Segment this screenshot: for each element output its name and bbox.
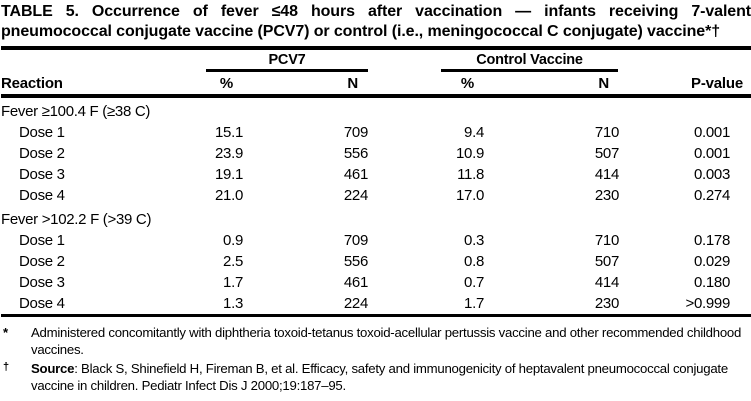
control-n-value: 507 (594, 253, 619, 270)
pcv7-n-value: 224 (343, 187, 368, 204)
pcv7-group-label: PCV7 (206, 52, 368, 72)
control-pct-value: 10.9 (456, 145, 484, 162)
pcv7-pct-value: 1.3 (188, 293, 248, 317)
pcv7-n-value: 556 (343, 145, 368, 162)
footnote-asterisk: * Administered concomitantly with diphth… (1, 324, 749, 358)
column-group-header-row: PCV7 Control Vaccine (1, 46, 751, 72)
footnotes: * Administered concomitantly with diphth… (1, 324, 749, 394)
control-n-value: 414 (594, 274, 619, 291)
control-pct-value: 0.3 (464, 232, 484, 249)
table-title: TABLE 5. Occurrence of fever ≤48 hours a… (1, 3, 751, 40)
control-n-value: 230 (489, 293, 624, 317)
row-label: Dose 3 (19, 166, 65, 183)
spacer-cell (1, 46, 188, 72)
section-header-row: Fever ≥100.4 F (≥38 C) (1, 96, 751, 122)
pcv7-pct-value: 19.1 (215, 166, 243, 183)
fever-occurrence-table: PCV7 Control Vaccine Reaction % N % N P-… (1, 46, 751, 317)
control-n-value: 507 (594, 145, 619, 162)
section-header-fever-100: Fever ≥100.4 F (≥38 C) (1, 102, 151, 120)
p-value: 0.180 (693, 274, 730, 291)
table-row: Dose 4 1.3 224 1.7 230 >0.999 (1, 293, 751, 317)
pcv7-n-value: 461 (343, 274, 368, 291)
table-row: Dose 3 1.7 461 0.7 414 0.180 (1, 272, 751, 293)
p-value: 0.001 (693, 124, 730, 141)
row-label: Dose 3 (19, 274, 65, 291)
footnote-dagger-text: Source: Black S, Shinefield H, Fireman B… (31, 361, 728, 393)
table-row: Dose 1 0.9 709 0.3 710 0.178 (1, 230, 751, 251)
spacer-cell (624, 46, 751, 72)
table-row: Dose 2 2.5 556 0.8 507 0.029 (1, 251, 751, 272)
control-n-value: 710 (594, 232, 619, 249)
pcv7-n-value: 709 (343, 124, 368, 141)
row-label: Dose 1 (19, 232, 65, 249)
control-pct-value: 1.7 (373, 293, 489, 317)
source-citation: : Black S, Shinefield H, Fireman B, et a… (31, 361, 728, 393)
col-header-pcv7-n: N (248, 72, 373, 98)
control-group-cell: Control Vaccine (373, 46, 624, 72)
col-header-control-pct: % (373, 72, 489, 98)
control-n-value: 414 (594, 166, 619, 183)
table-row: Dose 2 23.9 556 10.9 507 0.001 (1, 143, 751, 164)
col-header-control-n: N (489, 72, 624, 98)
pcv7-n-value: 461 (343, 166, 368, 183)
pcv7-pct-value: 0.9 (223, 232, 243, 249)
table-row: Dose 1 15.1 709 9.4 710 0.001 (1, 122, 751, 143)
pcv7-pct-value: 21.0 (215, 187, 243, 204)
p-value: >0.999 (624, 293, 751, 317)
p-value: 0.274 (693, 187, 730, 204)
pcv7-n-value: 556 (343, 253, 368, 270)
control-pct-value: 17.0 (456, 187, 484, 204)
pcv7-pct-value: 2.5 (223, 253, 243, 270)
p-value: 0.003 (693, 166, 730, 183)
pcv7-pct-value: 23.9 (215, 145, 243, 162)
section-header-row: Fever >102.2 F (>39 C) (1, 206, 751, 230)
p-value: 0.029 (693, 253, 730, 270)
table-row: Dose 4 21.0 224 17.0 230 0.274 (1, 185, 751, 206)
table-row: Dose 3 19.1 461 11.8 414 0.003 (1, 164, 751, 185)
row-label: Dose 1 (19, 124, 65, 141)
p-value: 0.001 (693, 145, 730, 162)
footnote-dagger: † Source: Black S, Shinefield H, Fireman… (1, 360, 749, 394)
row-label: Dose 2 (19, 145, 65, 162)
control-pct-value: 11.8 (457, 166, 484, 183)
col-header-reaction: Reaction (1, 72, 188, 98)
control-n-value: 230 (594, 187, 619, 204)
asterisk-marker: * (3, 325, 8, 340)
section-header-fever-102: Fever >102.2 F (>39 C) (1, 210, 152, 228)
pcv7-n-value: 709 (343, 232, 368, 249)
p-value: 0.178 (693, 232, 730, 249)
pcv7-pct-value: 15.1 (215, 124, 243, 141)
footnote-asterisk-text: Administered concomitantly with diphther… (31, 325, 742, 357)
pcv7-pct-value: 1.7 (223, 274, 243, 291)
control-pct-value: 0.8 (464, 253, 484, 270)
pcv7-group-cell: PCV7 (188, 46, 373, 72)
control-pct-value: 0.7 (464, 274, 484, 291)
row-label: Dose 4 (1, 293, 188, 317)
col-header-pcv7-pct: % (188, 72, 248, 98)
source-label: Source (31, 361, 75, 376)
control-pct-value: 9.4 (464, 124, 484, 141)
row-label: Dose 4 (19, 187, 65, 204)
dagger-marker: † (3, 361, 9, 373)
control-n-value: 710 (594, 124, 619, 141)
column-header-row: Reaction % N % N P-value (1, 72, 751, 98)
row-label: Dose 2 (19, 253, 65, 270)
pcv7-n-value: 224 (248, 293, 373, 317)
col-header-pvalue: P-value (624, 72, 751, 98)
control-group-label: Control Vaccine (441, 52, 618, 72)
